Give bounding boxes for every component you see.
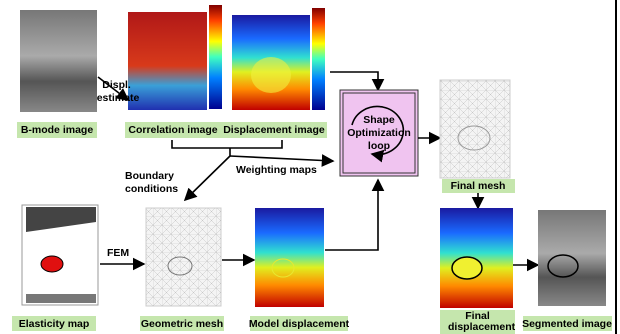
diagram: B-mode image Correlation image Displacem…	[0, 0, 620, 334]
edge-label: Weighting maps	[236, 164, 317, 176]
arrow	[230, 156, 333, 161]
label-wrap: Final displacement	[440, 310, 515, 334]
image-feature	[26, 294, 96, 303]
node-label: Final mesh	[451, 180, 506, 192]
edge-label: Displ. estimate	[97, 79, 140, 104]
image	[20, 10, 97, 112]
node-label: B-mode image	[21, 124, 94, 136]
node-label: Model displacement	[249, 318, 350, 330]
node-label: Elasticity map	[19, 318, 90, 330]
node-label: Final displacement	[440, 310, 515, 333]
colorbar	[312, 8, 325, 110]
colorbar	[209, 5, 222, 109]
node-label: Displacement image	[223, 124, 325, 136]
node-label: Geometric mesh	[141, 318, 223, 330]
bracket	[172, 140, 282, 148]
node-label: Segmented image	[522, 318, 612, 330]
edge-label: Boundary conditions	[125, 170, 178, 195]
arrow	[185, 148, 230, 200]
arrow	[325, 180, 378, 250]
node-label: Shape Optimization loop	[342, 114, 416, 153]
node-label: Correlation image	[128, 124, 217, 136]
image	[255, 208, 324, 307]
image	[440, 208, 513, 308]
mesh	[440, 80, 510, 178]
image-feature	[41, 256, 63, 272]
image-feature	[452, 257, 482, 279]
process-label: Shape Optimization loop	[342, 114, 416, 158]
image	[128, 12, 207, 110]
edge-label: FEM	[107, 247, 129, 259]
arrow	[330, 72, 378, 90]
image-feature	[251, 57, 291, 93]
